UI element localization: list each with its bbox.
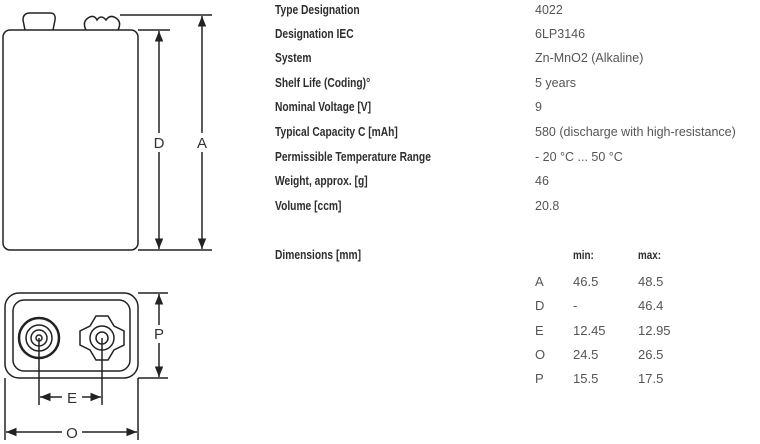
battery-top-view bbox=[4, 292, 139, 379]
dimension-min: 15.5 bbox=[573, 371, 599, 386]
dimensions-title: Dimensions [mm] bbox=[275, 248, 362, 262]
min-header: min: bbox=[573, 248, 594, 262]
max-header: max: bbox=[638, 248, 661, 262]
spec-value: - 20 °C ... 50 °C bbox=[535, 150, 623, 164]
positive-terminal-snap bbox=[83, 15, 121, 31]
spec-label: Permissible Temperature Range bbox=[275, 150, 431, 164]
spec-label: Volume [ccm] bbox=[275, 199, 342, 213]
spec-label: Shelf Life (Coding)° bbox=[275, 76, 371, 90]
spec-value: 4022 bbox=[535, 3, 563, 17]
spec-value: 580 (discharge with high-resistance) bbox=[535, 125, 736, 139]
spec-label: Nominal Voltage [V] bbox=[275, 100, 372, 114]
spec-label: Type Designation bbox=[275, 3, 360, 17]
negative-terminal-cap bbox=[22, 12, 56, 31]
label-a: A bbox=[197, 135, 207, 152]
label-p: P bbox=[154, 326, 164, 343]
dimension-key: E bbox=[535, 323, 544, 338]
dimension-max: 26.5 bbox=[638, 347, 664, 362]
spec-label: Weight, approx. [g] bbox=[275, 174, 368, 188]
battery-body bbox=[2, 29, 139, 251]
dimension-key: A bbox=[535, 274, 544, 289]
spec-label: Designation IEC bbox=[275, 27, 354, 41]
spec-value: 5 years bbox=[535, 76, 576, 90]
spec-value: 46 bbox=[535, 174, 549, 188]
label-d: D bbox=[154, 135, 165, 152]
spec-label: System bbox=[275, 51, 312, 65]
spec-label: Typical Capacity C [mAh] bbox=[275, 125, 398, 139]
dimension-key: D bbox=[535, 298, 545, 313]
label-e: E bbox=[67, 390, 77, 407]
dimension-min: 46.5 bbox=[573, 274, 599, 289]
dimension-max: 46.4 bbox=[638, 298, 664, 313]
dimension-min: - bbox=[573, 298, 578, 313]
positive-terminal-top bbox=[79, 315, 125, 361]
dimension-key: P bbox=[535, 371, 544, 386]
dimension-max: 48.5 bbox=[638, 274, 664, 289]
dimension-min: 12.45 bbox=[573, 323, 606, 338]
spec-value: Zn-MnO2 (Alkaline) bbox=[535, 51, 644, 65]
spec-value: 9 bbox=[535, 100, 542, 114]
spec-value: 20.8 bbox=[535, 199, 560, 213]
dimension-min: 24.5 bbox=[573, 347, 599, 362]
dimension-key: O bbox=[535, 347, 546, 362]
spec-value: 6LP3146 bbox=[535, 27, 586, 41]
label-o: O bbox=[66, 425, 78, 442]
dimension-max: 17.5 bbox=[638, 371, 664, 386]
dimension-max: 12.95 bbox=[638, 323, 671, 338]
